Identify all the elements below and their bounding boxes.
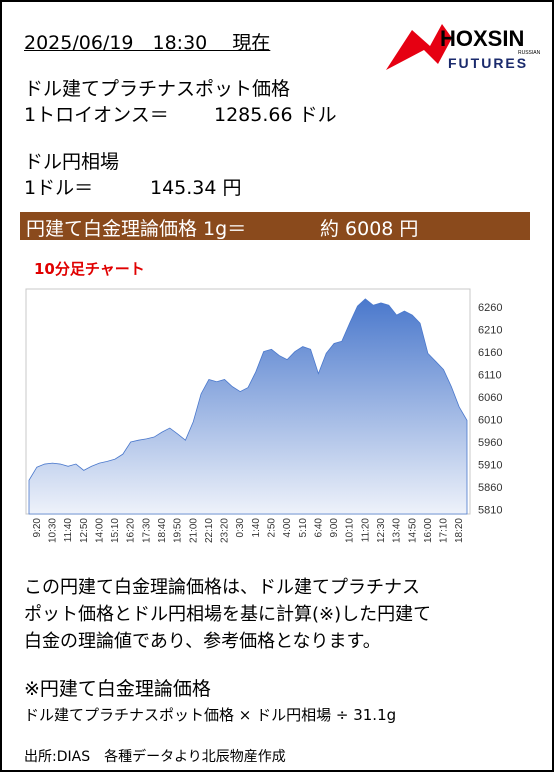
- x-tick-label: 12:50: [79, 518, 90, 543]
- y-tick-label: 6210: [478, 325, 502, 337]
- x-tick-label: 9:20: [32, 518, 43, 538]
- x-tick-label: 14:50: [407, 518, 418, 543]
- platinum-unit: 1トロイオンス＝: [24, 104, 169, 126]
- y-tick-label: 6060: [478, 392, 502, 404]
- x-tick-label: 16:20: [126, 518, 137, 543]
- x-tick-label: 11:20: [360, 518, 371, 543]
- banner-label: 円建て白金理論価格 1g＝: [26, 218, 247, 240]
- chart: 5810 5860 5910 5960 6010 6060 6110 6160 6210 6260…: [25, 288, 502, 543]
- platinum-label: ドル建てプラチナスポット価格: [24, 78, 291, 100]
- fx-unit: 1ドル＝: [24, 177, 94, 199]
- x-tick-label: 10:30: [47, 518, 58, 543]
- logo-brand: HOXSIN: [440, 26, 524, 51]
- x-tick-label: 10:10: [345, 518, 356, 543]
- description: この円建て白金理論価格は、ドル建てプラチナス ポット価格とドル円相場を基に計算(…: [24, 574, 431, 655]
- description-line: 白金の理論値であり、参考価格となります。: [24, 631, 381, 652]
- x-tick-label: 0:30: [235, 518, 246, 538]
- x-tick-label: 2:50: [266, 518, 277, 538]
- y-tick-label: 5810: [478, 505, 502, 517]
- platinum-value: 1285.66 ドル: [214, 104, 337, 126]
- x-tick-label: 17:30: [141, 518, 152, 543]
- logo-line: FUTURES: [448, 55, 528, 71]
- x-tick-label: 19:50: [173, 518, 184, 543]
- x-tick-label: 21:00: [188, 518, 199, 543]
- x-tick-label: 18:40: [157, 518, 168, 543]
- x-tick-label: 12:30: [376, 518, 387, 543]
- x-tick-label: 14:00: [94, 518, 105, 543]
- logo: HOXSIN RUSSIAN FUTURES: [386, 24, 541, 71]
- banner-value: 約 6008 円: [320, 218, 419, 240]
- x-tick-label: 18:20: [454, 518, 465, 543]
- formula-text: ドル建てプラチナスポット価格 × ドル円相場 ÷ 31.1g: [24, 706, 397, 724]
- fx-label: ドル円相場: [24, 151, 120, 173]
- fx-value: 145.34 円: [150, 177, 242, 199]
- formula-title: ※円建て白金理論価格: [24, 678, 211, 700]
- x-tick-label: 13:40: [392, 518, 403, 543]
- logo-mark: [386, 24, 452, 70]
- x-tick-label: 16:00: [423, 518, 434, 543]
- x-tick-label: 4:00: [282, 518, 293, 538]
- x-tick-label: 5:10: [298, 518, 309, 538]
- x-tick-label: 6:40: [313, 518, 324, 538]
- y-tick-label: 6160: [478, 347, 502, 359]
- y-tick-label: 6260: [478, 302, 502, 314]
- x-tick-label: 22:10: [204, 518, 215, 543]
- y-tick-label: 6010: [478, 415, 502, 427]
- description-line: ポット価格とドル円相場を基に計算(※)した円建て: [24, 604, 432, 625]
- logo-sub: RUSSIAN: [518, 50, 541, 56]
- x-tick-label: 23:20: [220, 518, 231, 543]
- area: [28, 298, 468, 515]
- banner: 円建て白金理論価格 1g＝ 約 6008 円: [20, 212, 530, 240]
- y-tick-label: 5860: [478, 482, 502, 494]
- source: 出所:DIAS 各種データより北辰物産作成: [24, 749, 286, 765]
- y-tick-label: 5910: [478, 460, 502, 472]
- x-tick-label: 15:10: [110, 518, 121, 543]
- chart-title: 10分足チャート: [34, 260, 145, 278]
- x-tick-label: 1:40: [251, 518, 262, 538]
- y-tick-label: 6110: [478, 370, 502, 382]
- x-tick-label: 11:40: [63, 518, 74, 543]
- x-tick-label: 9:00: [329, 518, 340, 538]
- x-tick-label: 17:10: [439, 518, 450, 543]
- description-line: この円建て白金理論価格は、ドル建てプラチナス: [24, 577, 420, 598]
- date: 2025/06/19 18:30 現在: [24, 32, 271, 54]
- y-tick-label: 5960: [478, 437, 502, 449]
